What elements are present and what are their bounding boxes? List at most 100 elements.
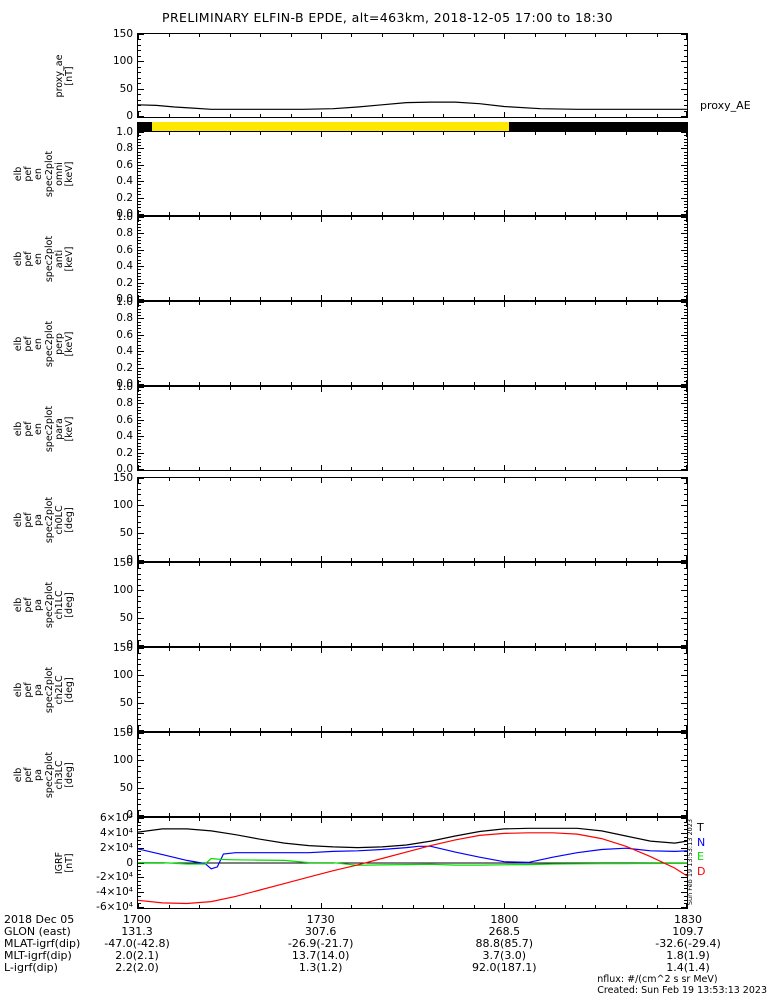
ae-activity-bar xyxy=(137,122,688,131)
proxy-ae-trace-label: proxy_AE xyxy=(700,99,751,112)
x-axis-value: 1700 xyxy=(123,913,151,926)
x-axis-value: 1.4(1.4) xyxy=(666,961,710,974)
y-tick-label: 100 xyxy=(112,55,133,68)
panel-data-pa_ch3LC xyxy=(138,733,687,816)
axis-title: elb pef pa spec2plot ch0LC [deg] xyxy=(13,496,75,542)
created-timestamp-vertical: Sun Feb 19 13:53:13 2023 xyxy=(686,819,694,906)
x-axis-value: 1.3(1.2) xyxy=(298,961,343,974)
y-tick-label: 0.2 xyxy=(116,361,133,374)
axis-title: elb pef en spec2plot anti [keV] xyxy=(13,235,75,281)
y-tick-label: 0.4 xyxy=(116,175,133,188)
y-tick-label: 0 xyxy=(126,639,133,651)
plot-panel-en_perp xyxy=(137,301,688,386)
y-tick-label: 0 xyxy=(126,554,133,566)
axis-title-line: [keV] xyxy=(63,246,75,271)
y-tick-label: 0.0 xyxy=(116,208,133,220)
x-axis-value: -26.9(-21.7) xyxy=(287,937,354,950)
axis-title: elb pef pa spec2plot ch1LC [deg] xyxy=(13,581,75,627)
x-axis-row: GLON (east) 131.3 307.6 268.5 109.7 xyxy=(0,926,775,938)
plot-panel-en_omni xyxy=(137,131,688,216)
y-tick-label: 0.4 xyxy=(116,430,133,443)
axis-title-line: en xyxy=(33,252,45,265)
series-proxy_AE xyxy=(138,101,687,110)
y-tick-label: 150 xyxy=(112,28,133,40)
axis-title-line: [deg] xyxy=(63,506,75,533)
panel-data-en_para xyxy=(138,387,687,470)
y-tick-label: -4×10⁴ xyxy=(96,886,133,899)
panel-data-en_anti xyxy=(138,217,687,300)
y-tick-label: 150 xyxy=(112,557,133,569)
x-axis-value: 268.5 xyxy=(488,925,521,938)
axis-title-line: pa xyxy=(33,513,45,526)
series-D xyxy=(138,832,687,905)
axis-title-line: [nT] xyxy=(63,65,75,86)
y-tick-label: 0.2 xyxy=(116,276,133,289)
x-axis-value: 2.0(2.1) xyxy=(115,949,159,962)
ae-bar-segment xyxy=(152,122,509,131)
y-tick-label: 150 xyxy=(112,472,133,484)
x-axis-row: 2018 Dec 05 1700 1730 1800 1830 xyxy=(0,914,775,926)
footer-created: Created: Sun Feb 19 13:53:13 2023 xyxy=(597,985,767,996)
legend-item-N: N xyxy=(697,835,706,849)
axis-title-line: [keV] xyxy=(63,416,75,441)
axis-title: elb pef en spec2plot para [keV] xyxy=(13,405,75,451)
axis-title-line: pa xyxy=(33,598,45,611)
x-axis-value: 109.7 xyxy=(672,925,704,938)
plot-panel-igrf xyxy=(137,817,688,909)
legend-item-D: D xyxy=(697,864,706,878)
y-tick-label: 0.6 xyxy=(116,413,133,426)
panel-data-pa_ch2LC xyxy=(138,648,687,731)
y-tick-label: 0.4 xyxy=(116,345,133,358)
x-axis-row: MLT-igrf(dip) 2.0(2.1) 13.7(14.0) 3.7(3.0) 1… xyxy=(0,950,775,962)
y-tick-label: 1.0 xyxy=(116,211,133,223)
footer-notes: nflux: #/(cm^2 s sr MeV) Created: Sun Fe… xyxy=(597,974,767,996)
x-axis-row-label: L-igrf(dip) xyxy=(4,961,58,974)
y-tick-label: 2×10⁴ xyxy=(99,841,133,854)
y-tick-label: 0.0 xyxy=(116,463,133,475)
x-axis-value: 1730 xyxy=(306,913,335,926)
y-tick-label: 0 xyxy=(126,724,133,736)
plot-panel-pa_ch0LC xyxy=(137,477,688,562)
ae-bar-segment xyxy=(508,122,688,131)
y-tick-label: 0 xyxy=(126,809,133,821)
x-axis-row-label: GLON (east) xyxy=(4,925,71,938)
panel-data-en_perp xyxy=(138,302,687,385)
axis-title-line: [keV] xyxy=(63,161,75,186)
x-axis-value: 1800 xyxy=(490,913,519,926)
y-tick-label: 150 xyxy=(112,642,133,654)
series-E xyxy=(138,857,687,866)
y-tick-label: 50 xyxy=(119,526,133,539)
x-axis-row: MLAT-igrf(dip) -47.0(-42.8) -26.9(-21.7) 88… xyxy=(0,938,775,950)
y-tick-label: 0.6 xyxy=(116,328,133,341)
ae-bar-segment xyxy=(137,122,153,131)
y-tick-label: 100 xyxy=(112,584,133,597)
axis-title: elb pef pa spec2plot ch2LC [deg] xyxy=(13,666,75,712)
axis-title: proxy_ae [nT] xyxy=(54,54,75,97)
axis-title-line: pa xyxy=(33,768,45,781)
axis-title: IGRF [nT] xyxy=(54,852,75,874)
plot-panel-en_para xyxy=(137,386,688,471)
x-axis-value: -47.0(-42.8) xyxy=(104,937,170,950)
y-tick-label: 100 xyxy=(112,669,133,682)
axis-title-line: [deg] xyxy=(63,761,75,788)
y-tick-label: 0.2 xyxy=(116,191,133,204)
legend-item-T: T xyxy=(697,821,704,834)
plot-panel-pa_ch3LC xyxy=(137,732,688,817)
x-axis-row: L-igrf(dip) 2.2(2.0) 1.3(1.2) 92.0(187.1) 1.… xyxy=(0,962,775,974)
axis-title: elb pef en spec2plot perp [keV] xyxy=(13,320,75,366)
x-axis-value: 88.8(85.7) xyxy=(475,937,534,950)
y-tick-label: 0.8 xyxy=(116,227,133,240)
y-tick-label: 4×10⁴ xyxy=(99,826,133,839)
plot-panel-pa_ch2LC xyxy=(137,647,688,732)
series-N xyxy=(138,845,687,870)
x-axis-value: 3.7(3.0) xyxy=(482,949,527,962)
x-axis-value: 2.2(2.0) xyxy=(115,961,159,974)
y-tick-label: 1.0 xyxy=(116,381,133,393)
footer-nflux: nflux: #/(cm^2 s sr MeV) xyxy=(597,974,718,985)
x-axis-value: 1.8(1.9) xyxy=(666,949,710,962)
axis-title-line: en xyxy=(33,167,45,180)
x-axis-value: 92.0(187.1) xyxy=(472,961,537,974)
series-T xyxy=(138,827,687,849)
y-tick-label: 100 xyxy=(112,499,133,512)
